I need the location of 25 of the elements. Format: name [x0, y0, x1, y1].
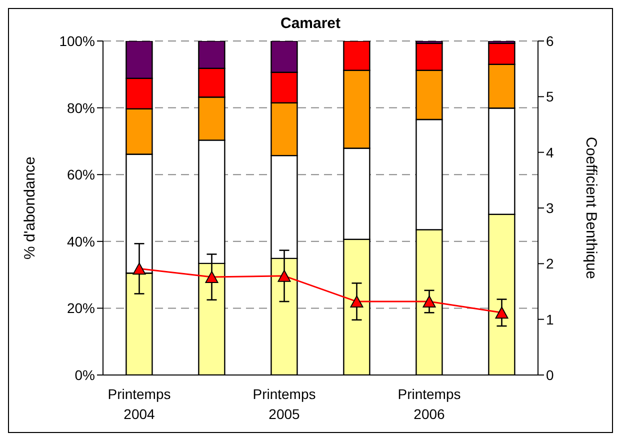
y-tick-label: 100% [59, 32, 95, 49]
y2-tick-label: 2 [546, 256, 554, 272]
x-tick-label: Printemps 2004 [108, 386, 171, 422]
point [205, 271, 218, 284]
y2-tick-label: 0 [546, 366, 554, 383]
point [350, 296, 364, 308]
y2-tick-label: 1 [546, 311, 554, 328]
y2-tick-label: 4 [546, 144, 554, 160]
point [422, 296, 436, 308]
point [278, 270, 291, 282]
y2-tick-label: 5 [546, 88, 554, 105]
y-axis-title: % d'abondance [21, 156, 38, 260]
y2-tick-label: 6 [546, 32, 554, 49]
x-tick-label: Printemps 2006 [398, 386, 461, 422]
y-tick-label: 80% [66, 100, 95, 116]
y-tick-label: 0% [74, 366, 95, 383]
point [495, 306, 508, 319]
y-tick-label: 40% [66, 233, 95, 250]
y-tick-label: 60% [66, 166, 95, 183]
chart-title: Camaret [280, 15, 341, 32]
x-tick-label: Printemps 2005 [252, 386, 316, 422]
y2-tick-label: 3 [546, 200, 554, 216]
point [132, 262, 146, 275]
y-tick-label: 20% [66, 300, 95, 316]
y2-axis-title: Coefficient Benthique [582, 136, 600, 280]
